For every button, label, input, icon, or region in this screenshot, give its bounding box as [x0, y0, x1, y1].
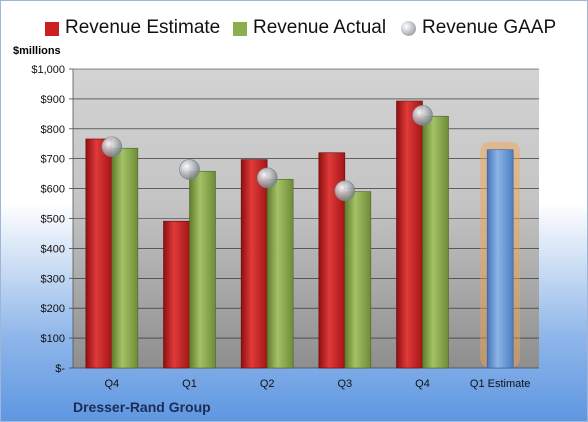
marker-revenue-gaap [101, 136, 123, 158]
bar-revenue-actual [422, 115, 449, 369]
legend-revenue-estimate: Revenue Estimate [45, 17, 220, 39]
y-tick-label: $800 [41, 124, 65, 136]
legend-swatch-actual [233, 22, 247, 36]
legend-swatch-estimate [45, 22, 59, 36]
legend-revenue-actual: Revenue Actual [233, 17, 386, 39]
y-axis-label: $millions [13, 45, 61, 57]
bar-revenue-estimate [396, 100, 423, 369]
bar-revenue-actual [189, 170, 216, 369]
y-tick-label: $600 [41, 184, 65, 196]
x-tick-label: Q3 [337, 378, 352, 390]
y-tick-label: $300 [41, 273, 65, 285]
marker-revenue-gaap [179, 159, 200, 180]
y-tick-label: $1,000 [31, 64, 65, 76]
company-name: Dresser-Rand Group [73, 399, 211, 415]
bar-revenue-actual [266, 179, 294, 369]
bar-revenue-estimate [240, 159, 268, 369]
y-tick-label: $700 [41, 154, 65, 166]
y-tick-label: $400 [41, 243, 65, 255]
y-tick-label: $900 [41, 94, 65, 106]
legend-revenue-gaap: Revenue GAAP [401, 17, 556, 39]
legend-label-actual: Revenue Actual [253, 17, 387, 38]
bar-revenue-estimate [163, 220, 190, 369]
marker-revenue-gaap [256, 167, 278, 189]
y-tick-label: $- [55, 363, 65, 375]
x-tick-label: Q1 [182, 378, 197, 390]
legend-swatch-gaap [401, 21, 416, 36]
bar-revenue-estimate [85, 138, 113, 369]
x-tick-label: Q2 [260, 378, 275, 390]
y-tick-label: $200 [41, 303, 65, 315]
y-tick-label: $500 [41, 214, 65, 226]
marker-revenue-gaap [412, 105, 433, 126]
bar-revenue-actual [111, 147, 139, 369]
legend-label-gaap: Revenue GAAP [422, 17, 557, 38]
x-tick-label: Q4 [415, 378, 430, 390]
x-tick-label: Q1 Estimate [470, 378, 531, 390]
bar-revenue-actual [344, 191, 372, 369]
bar-q1-estimate [486, 149, 514, 369]
marker-revenue-gaap [334, 180, 356, 201]
legend-label-estimate: Revenue Estimate [65, 17, 221, 38]
x-tick-label: Q4 [104, 378, 119, 390]
y-tick-label: $100 [41, 333, 65, 345]
